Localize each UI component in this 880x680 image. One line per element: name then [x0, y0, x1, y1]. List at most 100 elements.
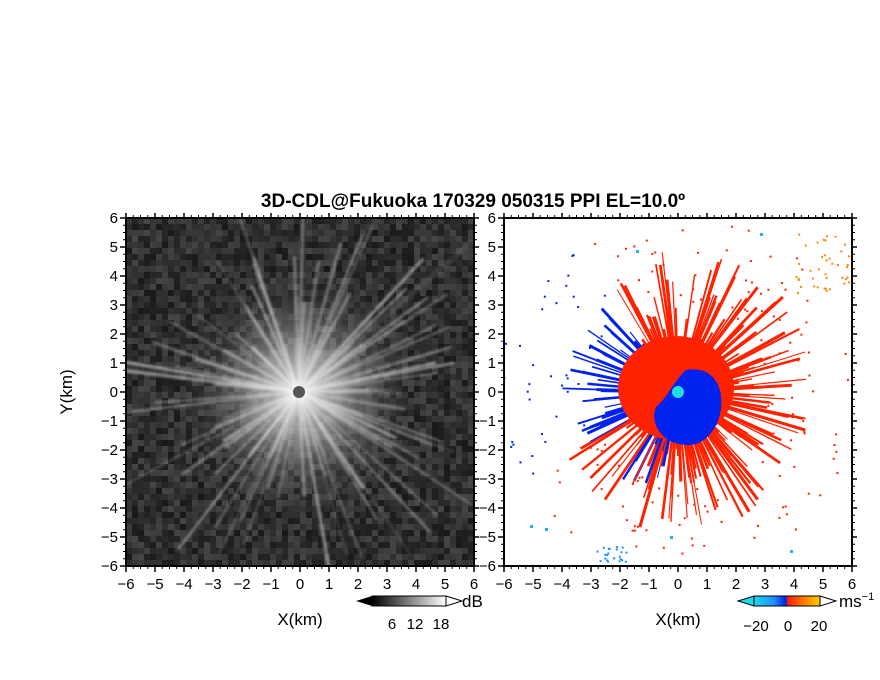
intensity-noise-cell — [396, 512, 402, 518]
intensity-noise-cell — [444, 392, 450, 398]
intensity-noise-cell — [138, 404, 144, 410]
intensity-noise-cell — [150, 344, 156, 350]
intensity-noise-cell — [372, 284, 378, 290]
intensity-noise-cell — [444, 266, 450, 272]
intensity-noise-cell — [432, 302, 438, 308]
intensity-noise-cell — [396, 500, 402, 506]
intensity-noise-cell — [342, 554, 348, 560]
intensity-noise-cell — [420, 440, 426, 446]
intensity-center-blank — [293, 386, 305, 398]
intensity-noise-cell — [210, 290, 216, 296]
intensity-noise-cell — [174, 308, 180, 314]
intensity-noise-cell — [402, 242, 408, 248]
intensity-noise-cell — [138, 338, 144, 344]
intensity-noise-cell — [174, 500, 180, 506]
intensity-noise-cell — [450, 404, 456, 410]
intensity-noise-cell — [450, 368, 456, 374]
intensity-noise-cell — [228, 278, 234, 284]
intensity-noise-cell — [360, 548, 366, 554]
intensity-noise-cell — [348, 524, 354, 530]
intensity-noise-cell — [438, 518, 444, 524]
intensity-noise-cell — [144, 506, 150, 512]
intensity-noise-cell — [468, 506, 474, 512]
intensity-noise-cell — [384, 236, 390, 242]
intensity-noise-cell — [396, 506, 402, 512]
velocity-x-tick-label: 0 — [674, 576, 682, 593]
intensity-noise-cell — [468, 230, 474, 236]
velocity-scatter-pixel — [749, 260, 752, 263]
intensity-noise-cell — [462, 224, 468, 230]
velocity-scatter-pixel — [662, 546, 665, 549]
intensity-noise-cell — [450, 230, 456, 236]
intensity-noise-cell — [318, 548, 324, 554]
intensity-noise-cell — [144, 524, 150, 530]
intensity-noise-cell — [138, 560, 144, 566]
intensity-noise-cell — [198, 530, 204, 536]
intensity-noise-cell — [432, 446, 438, 452]
velocity-far-pixel — [618, 560, 621, 563]
intensity-noise-cell — [372, 278, 378, 284]
intensity-noise-cell — [186, 284, 192, 290]
intensity-noise-cell — [174, 302, 180, 308]
intensity-noise-cell — [240, 506, 246, 512]
intensity-noise-cell — [276, 536, 282, 542]
intensity-noise-cell — [204, 542, 210, 548]
intensity-noise-cell — [312, 248, 318, 254]
intensity-noise-cell — [144, 350, 150, 356]
intensity-noise-cell — [276, 524, 282, 530]
intensity-noise-cell — [162, 476, 168, 482]
velocity-colorbar-left-arrow — [736, 595, 755, 607]
velocity-far-pixel — [795, 275, 798, 278]
intensity-noise-cell — [402, 560, 408, 566]
intensity-noise-cell — [450, 338, 456, 344]
intensity-noise-cell — [126, 488, 132, 494]
intensity-noise-cell — [462, 494, 468, 500]
intensity-noise-cell — [210, 536, 216, 542]
intensity-noise-cell — [402, 548, 408, 554]
intensity-noise-cell — [420, 542, 426, 548]
intensity-noise-cell — [168, 302, 174, 308]
velocity-scatter-pixel — [692, 288, 695, 291]
intensity-noise-cell — [174, 230, 180, 236]
intensity-noise-cell — [378, 506, 384, 512]
intensity-noise-cell — [468, 248, 474, 254]
intensity-noise-cell — [462, 428, 468, 434]
intensity-noise-cell — [462, 464, 468, 470]
intensity-noise-cell — [168, 296, 174, 302]
intensity-noise-cell — [216, 506, 222, 512]
intensity-noise-cell — [402, 452, 408, 458]
intensity-noise-cell — [438, 398, 444, 404]
intensity-noise-cell — [426, 536, 432, 542]
intensity-noise-cell — [162, 500, 168, 506]
intensity-noise-cell — [126, 236, 132, 242]
intensity-noise-cell — [408, 470, 414, 476]
intensity-noise-cell — [204, 272, 210, 278]
intensity-noise-cell — [444, 464, 450, 470]
intensity-noise-cell — [126, 320, 132, 326]
intensity-noise-cell — [444, 470, 450, 476]
intensity-noise-cell — [198, 260, 204, 266]
intensity-noise-cell — [366, 266, 372, 272]
intensity-noise-cell — [384, 260, 390, 266]
intensity-noise-cell — [174, 290, 180, 296]
intensity-noise-cell — [444, 512, 450, 518]
velocity-scatter-pixel — [532, 364, 535, 367]
intensity-noise-cell — [258, 554, 264, 560]
intensity-noise-cell — [198, 248, 204, 254]
velocity-scatter-pixel — [617, 255, 620, 258]
intensity-noise-cell — [192, 266, 198, 272]
intensity-noise-cell — [132, 386, 138, 392]
intensity-noise-cell — [420, 404, 426, 410]
velocity-scatter-pixel — [550, 375, 553, 378]
intensity-noise-cell — [372, 512, 378, 518]
intensity-noise-cell — [150, 440, 156, 446]
intensity-noise-cell — [192, 470, 198, 476]
intensity-noise-cell — [132, 236, 138, 242]
intensity-noise-cell — [426, 446, 432, 452]
intensity-noise-cell — [162, 548, 168, 554]
intensity-noise-cell — [342, 530, 348, 536]
intensity-noise-cell — [372, 560, 378, 566]
intensity-noise-cell — [396, 470, 402, 476]
intensity-noise-cell — [144, 248, 150, 254]
intensity-noise-cell — [174, 524, 180, 530]
